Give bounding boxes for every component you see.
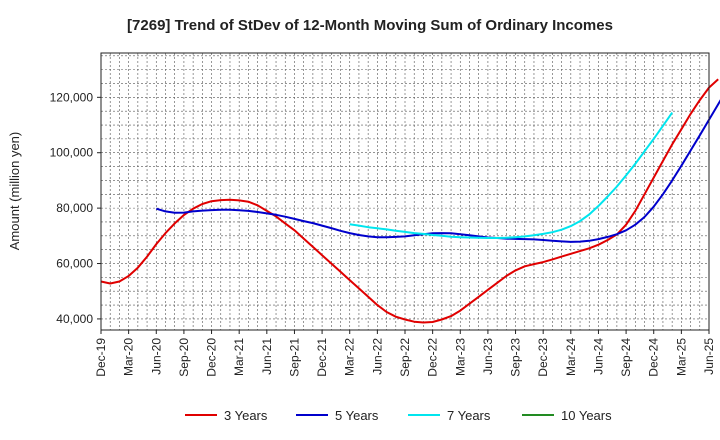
y-tick-label: 120,000 bbox=[50, 90, 94, 104]
x-tick-label: Mar-21 bbox=[232, 338, 246, 376]
x-tick-label: Mar-22 bbox=[343, 338, 357, 376]
x-tick-label: Jun-25 bbox=[702, 338, 716, 375]
y-tick-label: 40,000 bbox=[56, 312, 93, 326]
x-tick-label: Dec-19 bbox=[94, 338, 108, 377]
series-line-7-years bbox=[349, 112, 674, 239]
y-tick-label: 80,000 bbox=[56, 201, 93, 215]
x-tick-label: Dec-22 bbox=[426, 338, 440, 377]
y-tick-label: 100,000 bbox=[50, 146, 94, 160]
x-tick-label: Dec-24 bbox=[647, 338, 661, 377]
y-axis-label: Amount (million yen) bbox=[7, 132, 22, 251]
legend-label-7-years: 7 Years bbox=[447, 408, 491, 423]
x-tick-label: Sep-22 bbox=[398, 338, 412, 377]
x-tick-label: Sep-24 bbox=[619, 338, 633, 377]
x-tick-label: Mar-23 bbox=[453, 338, 467, 376]
legend-label-10-years: 10 Years bbox=[561, 408, 612, 423]
legend: 3 Years 5 Years 7 Years 10 Years bbox=[185, 408, 612, 423]
x-tick-label: Mar-25 bbox=[674, 338, 688, 376]
x-tick-label: Sep-20 bbox=[177, 338, 191, 377]
series-line-3-years bbox=[100, 78, 719, 324]
y-tick-label: 60,000 bbox=[56, 257, 93, 271]
x-tick-label: Dec-21 bbox=[315, 338, 329, 377]
x-tick-label: Dec-20 bbox=[205, 338, 219, 377]
legend-label-3-years: 3 Years bbox=[224, 408, 268, 423]
series-line-5-years bbox=[156, 99, 720, 243]
x-tick-label: Jun-22 bbox=[370, 338, 384, 375]
x-tick-label: Sep-21 bbox=[287, 338, 301, 377]
x-tick-label: Jun-21 bbox=[260, 338, 274, 375]
x-tick-label: Mar-24 bbox=[564, 338, 578, 376]
series-layer bbox=[100, 78, 720, 324]
x-tick-label: Sep-23 bbox=[509, 338, 523, 377]
x-axis: Dec-19 Mar-20 Jun-20 Sep-20 Dec-20 Mar-21 Jun-… bbox=[94, 330, 716, 377]
x-tick-label: Jun-20 bbox=[149, 338, 163, 375]
x-tick-label: Jun-24 bbox=[591, 338, 605, 375]
chart-title: [7269] Trend of StDev of 12-Month Moving… bbox=[127, 17, 613, 34]
legend-label-5-years: 5 Years bbox=[335, 408, 379, 423]
x-tick-label: Mar-20 bbox=[122, 338, 136, 376]
y-axis: 40,000 60,000 80,000 100,000 120,000 bbox=[50, 90, 101, 326]
grid bbox=[100, 53, 710, 330]
x-tick-label: Dec-23 bbox=[536, 338, 550, 377]
x-tick-label: Jun-23 bbox=[481, 338, 495, 375]
